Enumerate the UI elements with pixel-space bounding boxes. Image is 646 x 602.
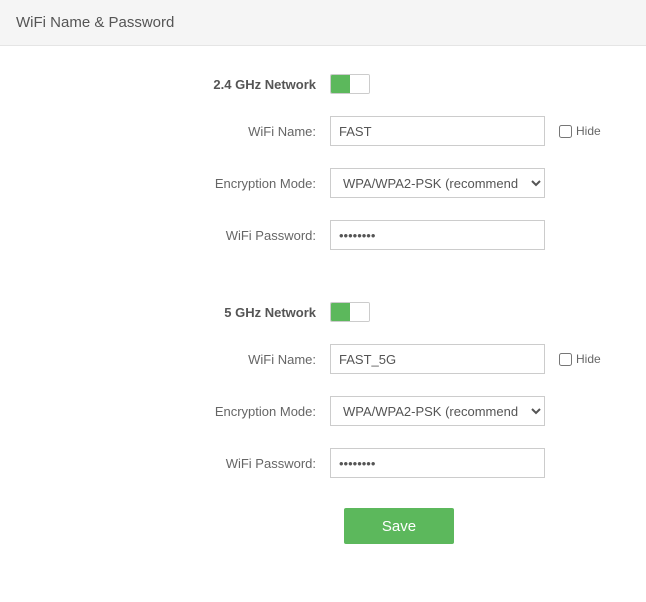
row-24-pwd: WiFi Password: [20,220,626,250]
section-24-title: 2.4 GHz Network [20,77,330,92]
label-5-hide: Hide [576,352,601,366]
toggle-on-icon [331,75,350,93]
input-5-wifi-password[interactable] [330,448,545,478]
label-24-enc: Encryption Mode: [20,176,330,191]
select-5-encryption[interactable]: WPA/WPA2-PSK (recommend [330,396,545,426]
toggle-on-icon [331,303,350,321]
hide-24-wrap[interactable]: Hide [555,122,601,141]
input-5-wifi-name[interactable] [330,344,545,374]
label-5-name: WiFi Name: [20,352,330,367]
checkbox-5-hide[interactable] [559,353,572,366]
checkbox-24-hide[interactable] [559,125,572,138]
toggle-5ghz[interactable] [330,302,370,322]
button-row: Save [20,508,626,544]
input-24-wifi-password[interactable] [330,220,545,250]
label-5-pwd: WiFi Password: [20,456,330,471]
page-title: WiFi Name & Password [16,14,174,31]
section-5-title: 5 GHz Network [20,305,330,320]
section-5-header-row: 5 GHz Network [20,302,626,322]
section-24-header-row: 2.4 GHz Network [20,74,626,94]
label-5-enc: Encryption Mode: [20,404,330,419]
toggle-off-icon [350,75,369,93]
row-24-enc: Encryption Mode: WPA/WPA2-PSK (recommend [20,168,626,198]
page-header: WiFi Name & Password [0,0,646,46]
row-24-name: WiFi Name: Hide [20,116,626,146]
label-24-pwd: WiFi Password: [20,228,330,243]
hide-5-wrap[interactable]: Hide [555,350,601,369]
row-5-name: WiFi Name: Hide [20,344,626,374]
wifi-form: 2.4 GHz Network WiFi Name: Hide Encrypti… [0,46,646,584]
select-24-encryption[interactable]: WPA/WPA2-PSK (recommend [330,168,545,198]
toggle-24ghz[interactable] [330,74,370,94]
label-24-hide: Hide [576,124,601,138]
input-24-wifi-name[interactable] [330,116,545,146]
row-5-enc: Encryption Mode: WPA/WPA2-PSK (recommend [20,396,626,426]
save-button[interactable]: Save [344,508,454,544]
label-24-name: WiFi Name: [20,124,330,139]
toggle-off-icon [350,303,369,321]
row-5-pwd: WiFi Password: [20,448,626,478]
